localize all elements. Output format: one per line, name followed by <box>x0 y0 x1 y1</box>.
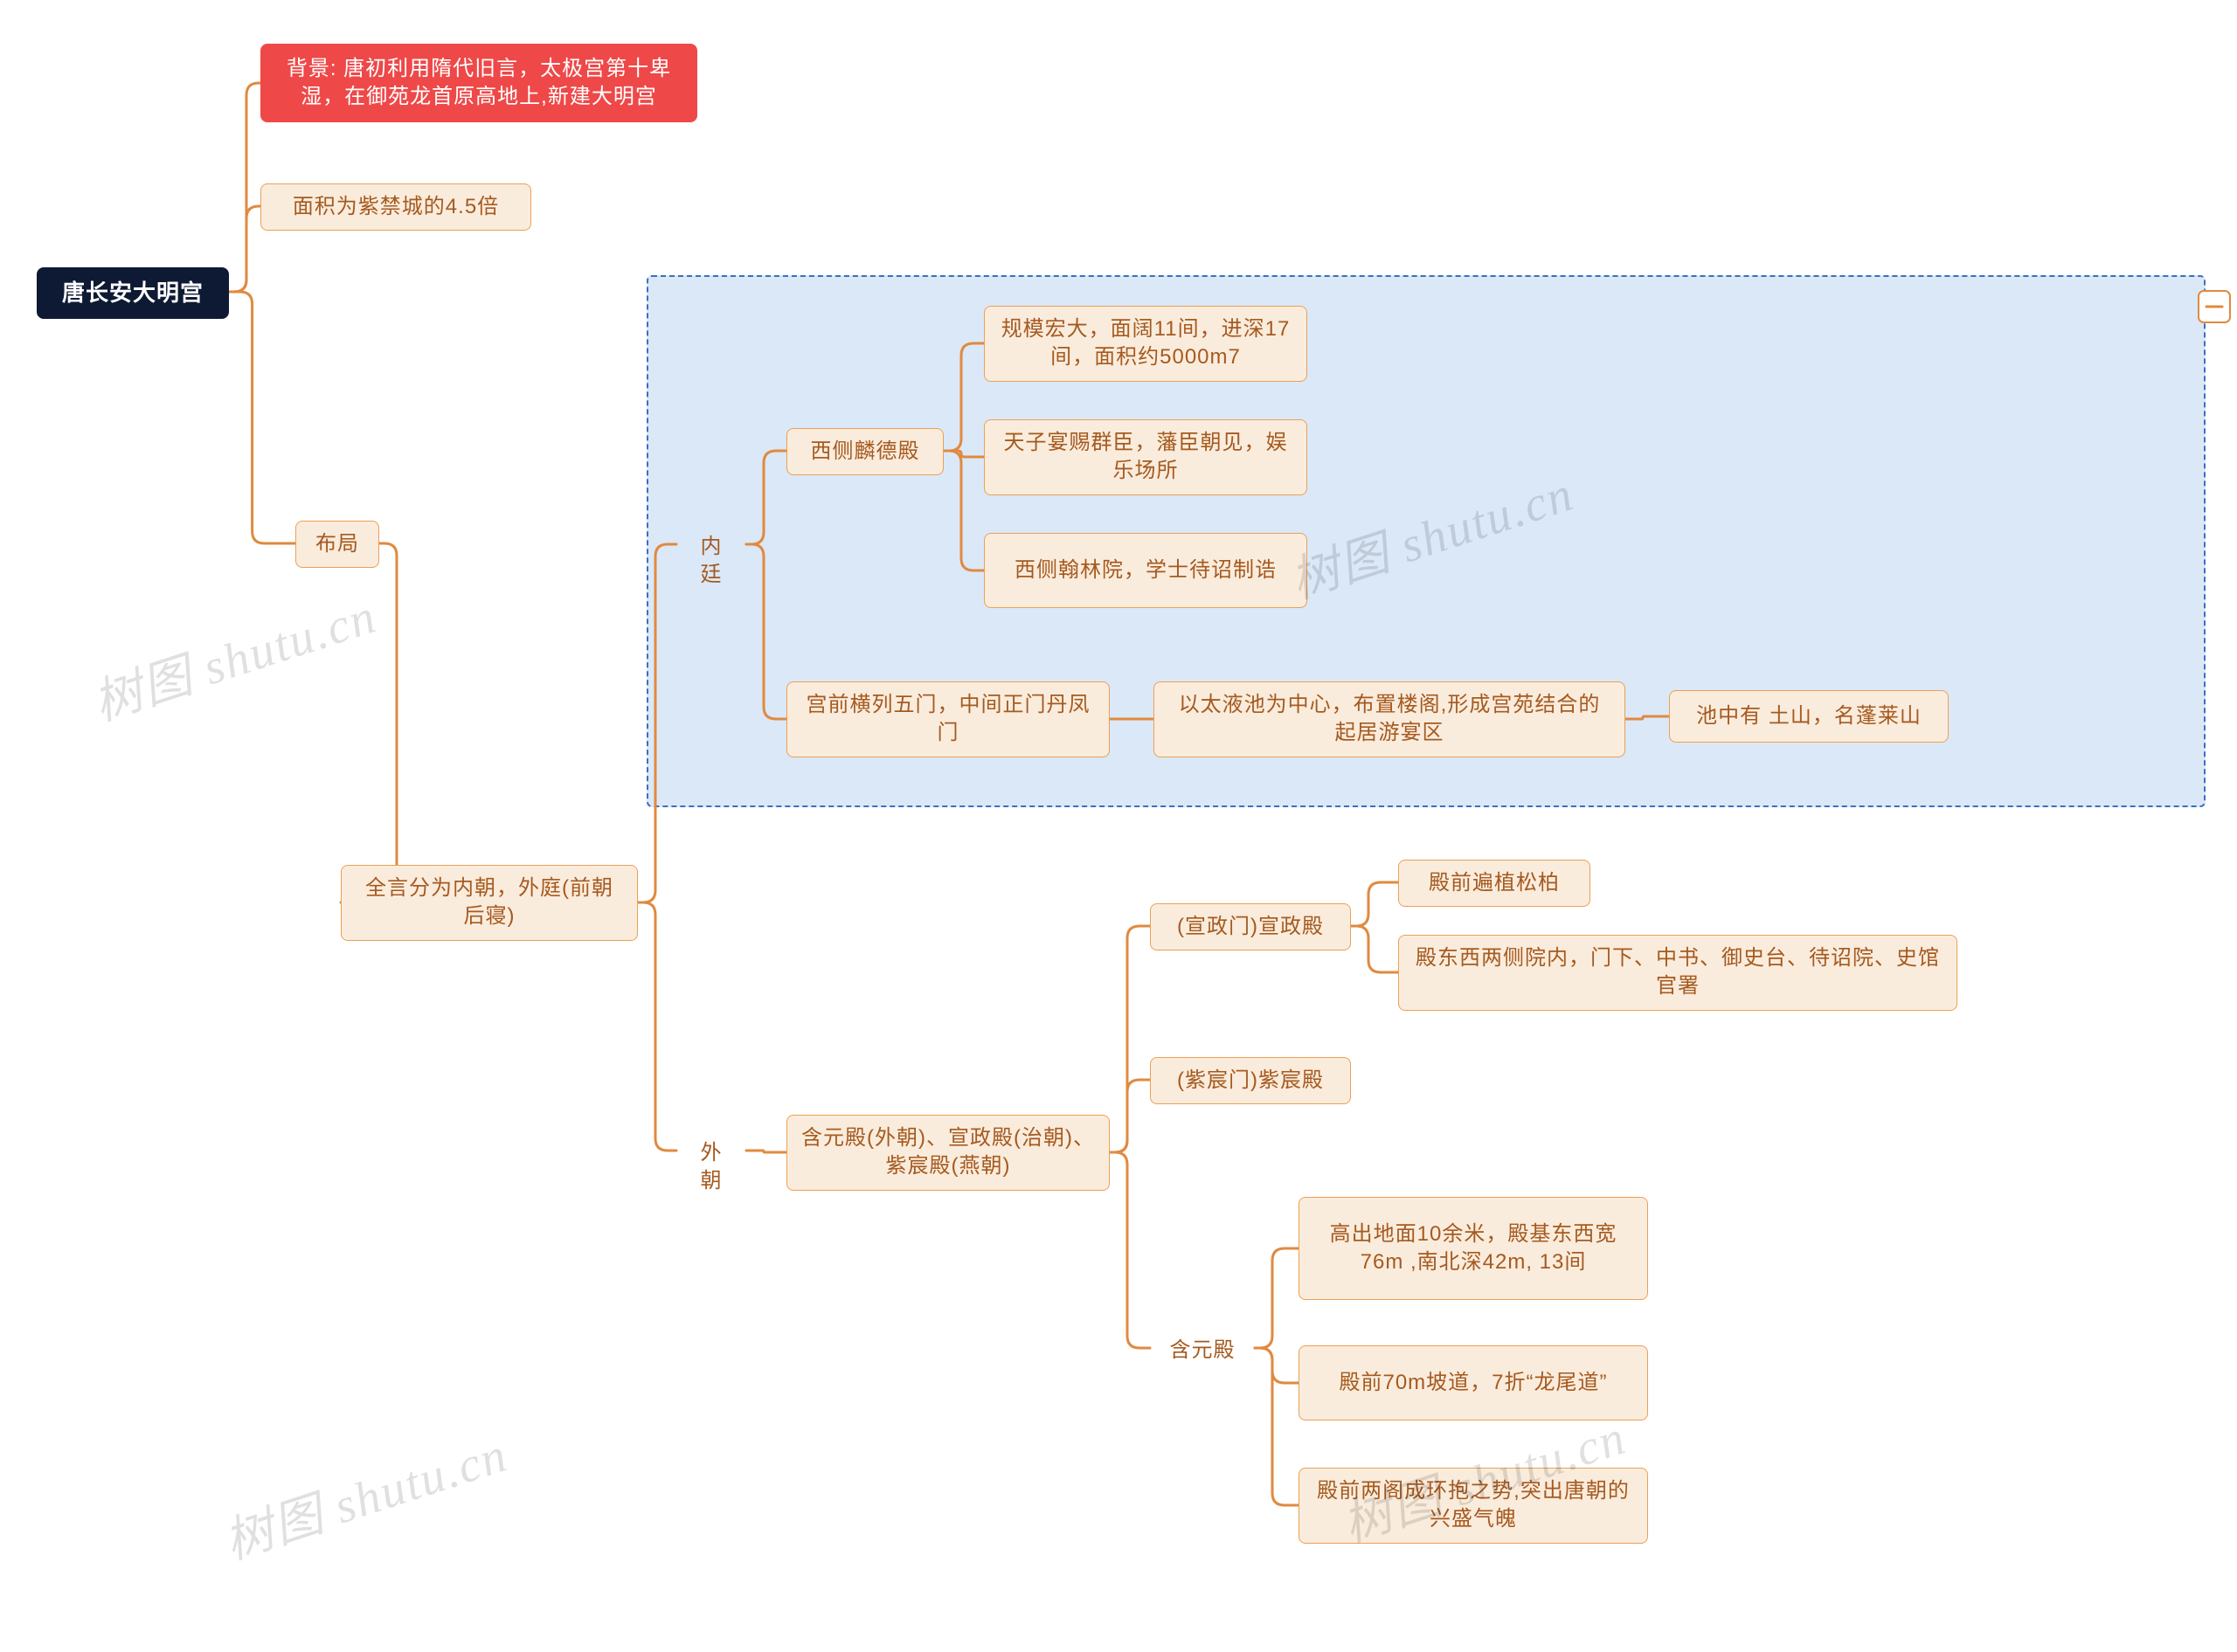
mindmap-canvas: 唐长安大明宫 背景: 唐初利用隋代旧言，太极宫第十卑湿，在御苑龙首原高地上,新建… <box>0 0 2237 1652</box>
hanyuan-detail-c[interactable]: 殿前两阁成环抱之势,突出唐朝的兴盛气魄 <box>1299 1468 1648 1544</box>
node-label: 外朝 <box>690 1139 732 1196</box>
connector-layer <box>0 0 2237 1652</box>
node-label: 含元殿(外朝)、宣政殿(治朝)、紫宸殿(燕朝) <box>801 1124 1095 1181</box>
root-label: 唐长安大明宫 <box>62 278 204 308</box>
node-label: 全言分为内朝，外庭(前朝后寝) <box>356 874 623 931</box>
xuanzheng-detail-b[interactable]: 殿东西两侧院内，门下、中书、御史台、待诏院、史馆官署 <box>1398 935 1957 1011</box>
area-node[interactable]: 面积为紫禁城的4.5倍 <box>260 183 531 231</box>
zichen-node[interactable]: (紫宸门)紫宸殿 <box>1150 1057 1351 1104</box>
node-label: 面积为紫禁城的4.5倍 <box>293 193 499 221</box>
node-label: 池中有 土山，名蓬莱山 <box>1696 702 1922 730</box>
xuanzheng-node[interactable]: (宣政门)宣政殿 <box>1150 903 1351 950</box>
node-label: 布局 <box>315 530 359 558</box>
node-label: 以太液池为中心，布置楼阁,形成宫苑结合的起居游宴区 <box>1168 691 1610 748</box>
node-label: 殿前遍植松柏 <box>1429 869 1560 897</box>
root-node[interactable]: 唐长安大明宫 <box>37 267 229 319</box>
watermark: 树图 shutu.cn <box>83 577 384 735</box>
split-node[interactable]: 全言分为内朝，外庭(前朝后寝) <box>341 865 638 941</box>
node-label: (紫宸门)紫宸殿 <box>1177 1067 1324 1095</box>
node-label: 殿前两阁成环抱之势,突出唐朝的兴盛气魄 <box>1313 1477 1633 1534</box>
watermark: 树图 shutu.cn <box>214 1415 516 1573</box>
linde-detail-a[interactable]: 规模宏大，面阔11间，进深17间，面积约5000m7 <box>984 306 1307 382</box>
taiye-pool-node[interactable]: 以太液池为中心，布置楼阁,形成宫苑结合的起居游宴区 <box>1153 681 1625 757</box>
node-label: 高出地面10余米，殿基东西宽76m ,南北深42m, 13间 <box>1313 1220 1633 1277</box>
xuanzheng-detail-a[interactable]: 殿前遍植松柏 <box>1398 860 1590 907</box>
node-label: 西侧麟德殿 <box>811 438 920 466</box>
node-label: (宣政门)宣政殿 <box>1177 913 1324 941</box>
layout-node[interactable]: 布局 <box>295 521 379 568</box>
linde-detail-b[interactable]: 天子宴赐群臣，藩臣朝见，娱乐场所 <box>984 419 1307 495</box>
hanyuan-detail-a[interactable]: 高出地面10余米，殿基东西宽76m ,南北深42m, 13间 <box>1299 1197 1648 1300</box>
node-label: 含元殿 <box>1170 1337 1236 1365</box>
linde-detail-c[interactable]: 西侧翰林院，学士待诏制诰 <box>984 533 1307 608</box>
node-label: 规模宏大，面阔11间，进深17间，面积约5000m7 <box>999 315 1292 372</box>
node-label: 背景: 唐初利用隋代旧言，太极宫第十卑湿，在御苑龙首原高地上,新建大明宫 <box>274 55 683 112</box>
node-label: 殿东西两侧院内，门下、中书、御史台、待诏院、史馆官署 <box>1413 944 1943 1001</box>
inner-court-node[interactable]: 内廷 <box>676 524 746 598</box>
hanyuan-detail-b[interactable]: 殿前70m坡道，7折“龙尾道” <box>1299 1345 1648 1420</box>
outer-court-node[interactable]: 外朝 <box>676 1130 746 1205</box>
node-label: 内廷 <box>690 533 732 590</box>
node-label: 天子宴赐群臣，藩臣朝见，娱乐场所 <box>999 429 1292 486</box>
hanyuan-node[interactable]: 含元殿 <box>1150 1328 1255 1373</box>
three-halls-node[interactable]: 含元殿(外朝)、宣政殿(治朝)、紫宸殿(燕朝) <box>786 1115 1110 1191</box>
node-label: 西侧翰林院，学士待诏制诰 <box>1015 556 1277 584</box>
node-label: 殿前70m坡道，7折“龙尾道” <box>1339 1369 1607 1397</box>
penglai-node[interactable]: 池中有 土山，名蓬莱山 <box>1669 690 1949 743</box>
node-label: 宫前横列五门，中间正门丹凤门 <box>801 691 1095 748</box>
danfeng-gate-node[interactable]: 宫前横列五门，中间正门丹凤门 <box>786 681 1110 757</box>
linde-hall-node[interactable]: 西侧麟德殿 <box>786 428 944 475</box>
background-node[interactable]: 背景: 唐初利用隋代旧言，太极宫第十卑湿，在御苑龙首原高地上,新建大明宫 <box>260 44 697 122</box>
